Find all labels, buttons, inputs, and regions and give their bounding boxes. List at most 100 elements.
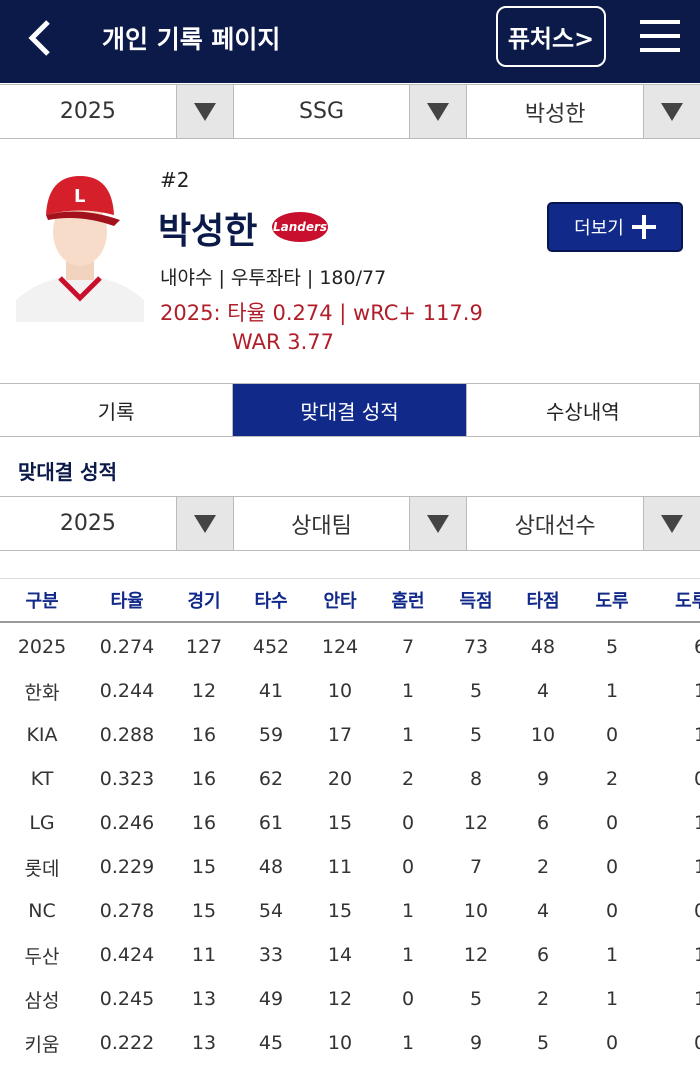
table-cell: 0 — [605, 856, 619, 878]
tab-active[interactable]: 맞대결 성적 — [233, 384, 467, 436]
table-cell: 2 — [536, 988, 550, 1010]
arrow — [409, 85, 467, 138]
table-row: 키움 0.222 13 45 10 1 9 5 0 0 — [0, 1021, 700, 1065]
table-cell: 452 — [252, 636, 290, 658]
team-select[interactable]: SSG — [234, 85, 468, 138]
year-select[interactable]: 2025 — [0, 497, 234, 550]
table-cell: 7 — [469, 856, 483, 878]
table-cell: 10 — [327, 680, 353, 702]
column-header: 홈런 — [391, 591, 425, 612]
table-cell: 4 — [536, 680, 550, 702]
table-cell: 49 — [258, 988, 284, 1010]
table-cell: 0.424 — [99, 944, 155, 966]
table-cell: 두산 — [24, 945, 60, 968]
table-row: LG 0.246 16 61 15 0 12 6 0 1 — [0, 801, 700, 845]
table-row: KT0.32316622028920 — [0, 757, 700, 801]
table-cell: 0 — [660, 757, 700, 801]
table-cell: 키움 — [24, 1033, 60, 1056]
header-rule — [0, 621, 700, 623]
table-cell: 0.288 — [99, 724, 155, 746]
table-row: NC 0.278 15 54 15 1 10 4 0 0 — [0, 889, 700, 933]
column-header: 타수 — [254, 591, 288, 612]
table-cell: 1 — [605, 680, 619, 702]
column-header: 구분 — [25, 591, 59, 612]
menu-button[interactable] — [640, 20, 680, 52]
table-cell: 15 — [191, 856, 217, 878]
column-header: 도루 — [595, 591, 629, 612]
table-cell: 13 — [191, 1032, 217, 1054]
table-cell: 1 — [605, 944, 619, 966]
column-header: 득점 — [459, 591, 493, 612]
table-cell: 20 — [327, 768, 353, 790]
arrow — [643, 497, 700, 550]
table-cell: KIA — [26, 724, 58, 746]
table-cell: 13 — [191, 988, 217, 1010]
table-cell: 1 — [401, 724, 415, 746]
stat-line: WAR 3.77 — [232, 330, 335, 354]
table-cell: 1 — [401, 900, 415, 922]
table-cell: 45 — [258, 1032, 284, 1054]
table-cell: 59 — [258, 724, 284, 746]
table-cell: 0.274 — [99, 636, 155, 658]
arrow — [175, 85, 233, 138]
matchup-filters: 2025 상대팀 상대선수 — [0, 496, 700, 551]
table-cell: 124 — [321, 636, 359, 658]
table-cell: 10 — [530, 724, 556, 746]
tab[interactable]: 수상내역 — [467, 384, 700, 436]
table-cell: 12 — [191, 680, 217, 702]
table-row: 롯데 0.229 15 48 11 0 7 2 0 1 — [0, 845, 700, 889]
column-header: 타율 — [110, 591, 144, 612]
table-cell: 1 — [401, 1032, 415, 1054]
header: 개인 기록 페이지 퓨처스> — [0, 0, 700, 83]
table-cell: 한화 — [24, 681, 60, 704]
table-cell: 6 — [536, 944, 550, 966]
table-cell: 0.278 — [99, 900, 155, 922]
more-button[interactable]: 더보기 — [547, 202, 683, 252]
table-cell: 7 — [401, 636, 415, 658]
table-cell: 0 — [605, 724, 619, 746]
table-cell: 2025 — [17, 636, 67, 658]
table-cell: 1 — [660, 713, 700, 757]
column-header: 타점 — [526, 591, 560, 612]
player-select[interactable]: 상대선수 — [467, 497, 700, 550]
table-cell: 1 — [660, 933, 700, 977]
tab[interactable]: 기록 — [0, 384, 234, 436]
team-select[interactable]: 상대팀 — [234, 497, 468, 550]
table-cell: 5 — [469, 724, 483, 746]
team-logo: Landers — [272, 212, 328, 242]
player-photo: L — [16, 176, 144, 322]
table-cell: 73 — [463, 636, 489, 658]
table-row: 삼성 0.245 13 49 12 0 5 2 1 1 — [0, 977, 700, 1021]
table-cell: 1 — [401, 680, 415, 702]
table-header: 구분 타율 경기 타수 안타 홈런 득점 타점 도루 도루실 — [0, 578, 700, 622]
table-cell: 2 — [605, 768, 619, 790]
table-cell: 5 — [469, 680, 483, 702]
player-filters: 2025 SSG 박성한 — [0, 84, 700, 139]
table-cell: 0.244 — [99, 680, 155, 702]
table-cell: 0 — [660, 889, 700, 933]
table-row: 두산0.424113314112611 — [0, 933, 700, 977]
year-select[interactable]: 2025 — [0, 85, 234, 138]
table-cell: 11 — [327, 856, 353, 878]
table-cell: 14 — [327, 944, 353, 966]
futures-button[interactable]: 퓨처스> — [496, 6, 606, 67]
back-button[interactable] — [24, 18, 54, 58]
player-select[interactable]: 박성한 — [467, 85, 700, 138]
header-title: 개인 기록 페이지 — [102, 25, 281, 54]
table-cell: 16 — [191, 768, 217, 790]
table-cell: 9 — [469, 1032, 483, 1054]
table-cell: 1 — [660, 845, 700, 889]
select-text: 2025 — [59, 99, 116, 124]
table-cell: 5 — [469, 988, 483, 1010]
table-cell: 0.222 — [99, 1032, 155, 1054]
table-cell: 1 — [660, 801, 700, 845]
table-cell: KT — [30, 768, 54, 790]
table-row: 한화0.24412411015411 — [0, 669, 700, 713]
table-cell: 9 — [536, 768, 550, 790]
table-cell: 0.245 — [99, 988, 155, 1010]
table-cell: 0 — [401, 812, 415, 834]
table-cell: 삼성 — [24, 989, 60, 1012]
table-cell: 1 — [605, 988, 619, 1010]
table-cell: 0.323 — [99, 768, 155, 790]
